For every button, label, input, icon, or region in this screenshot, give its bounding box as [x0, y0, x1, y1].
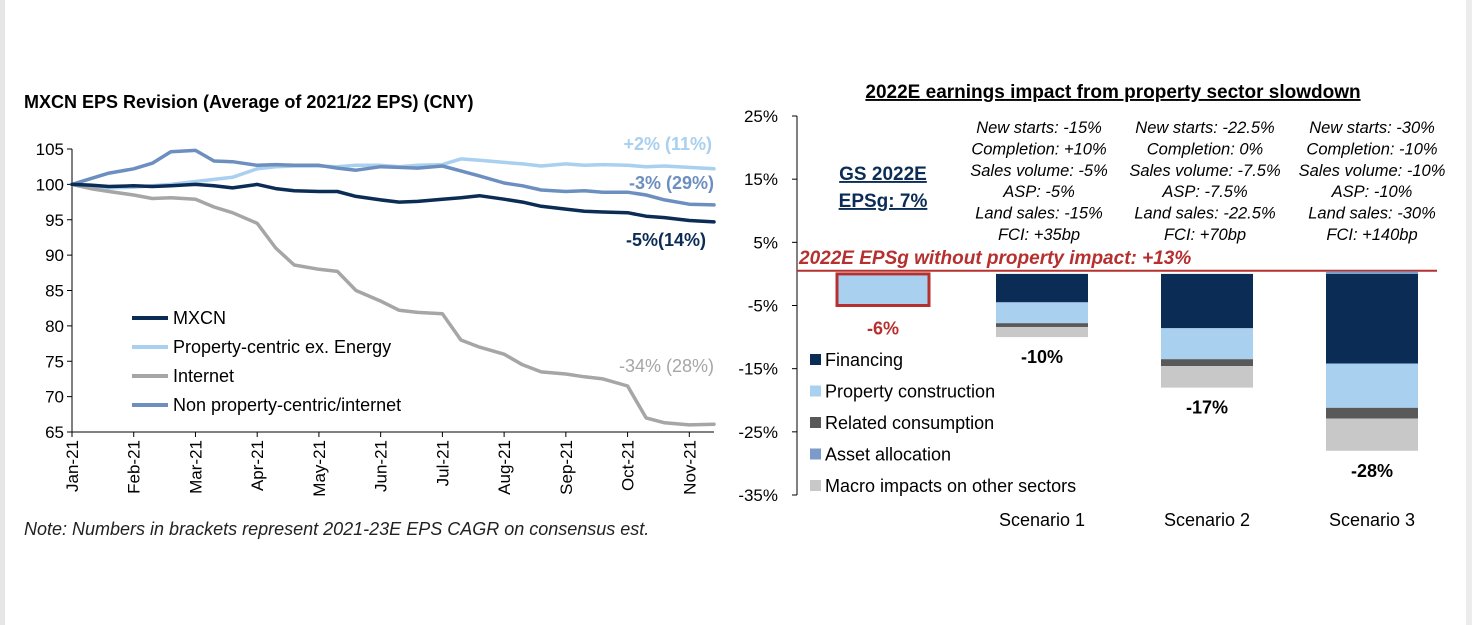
- line-series-property-centric-ex-energy: [70, 157, 716, 190]
- left-x-tick-label: May-21: [310, 440, 329, 497]
- bar-financing: [1161, 273, 1253, 329]
- right-edge-strip: [1466, 0, 1472, 625]
- eps-revision-chart: MXCN EPS Revision (Average of 2021/22 EP…: [24, 92, 716, 497]
- bar-macro-impacts-on-other-sectors: [1161, 366, 1253, 388]
- scenario-assumption-text: Sales volume: -5%: [970, 162, 1108, 180]
- left-annotation: -3% (29%): [629, 173, 714, 193]
- right-legend-swatch: [810, 480, 821, 491]
- left-x-tick-label: Jun-21: [372, 440, 391, 492]
- left-y-tick-label: 65: [45, 423, 64, 442]
- scenario-category-label: Scenario 2: [1164, 510, 1250, 530]
- gs-eps-label: EPSg: 7%: [839, 191, 928, 212]
- bar-related-consumption: [996, 323, 1088, 327]
- left-edge-strip: [0, 0, 5, 625]
- reference-line-label: 2022E EPSg without property impact: +13%: [798, 248, 1191, 269]
- left-annotation: -5%(14%): [626, 230, 706, 250]
- scenario-assumption-text: Sales volume: -10%: [1299, 162, 1446, 180]
- right-legend-swatch: [810, 417, 821, 428]
- left-x-tick-label: Oct-21: [619, 440, 638, 491]
- bar-property-construction: [1326, 363, 1418, 408]
- bar-related-consumption: [1326, 407, 1418, 419]
- scenario-assumption-text: FCI: +70bp: [1164, 226, 1246, 244]
- earnings-impact-chart: 2022E earnings impact from property sect…: [738, 82, 1445, 530]
- scenario-assumption-text: FCI: +35bp: [998, 226, 1080, 244]
- bar-property-construction: [996, 302, 1088, 324]
- bar-asset-allocation: [1326, 271, 1418, 274]
- left-legend-label: Non property-centric/internet: [173, 395, 401, 415]
- scenario-assumption-text: New starts: -30%: [1309, 119, 1435, 137]
- right-y-tick-label: -25%: [738, 423, 778, 442]
- left-x-tick-label: Mar-21: [186, 440, 205, 494]
- scenario-total-label: -10%: [1021, 347, 1063, 367]
- right-y-tick-label: 25%: [744, 107, 778, 126]
- right-legend-label: Macro impacts on other sectors: [825, 476, 1076, 496]
- left-y-tick-label: 80: [45, 317, 64, 336]
- right-y-tick-label: -5%: [748, 297, 778, 316]
- left-y-tick-label: 105: [36, 140, 64, 159]
- left-annotation: -34% (28%): [619, 356, 714, 376]
- left-legend-label: Property-centric ex. Energy: [173, 337, 391, 357]
- gs-eps-label: GS 2022E: [839, 164, 927, 185]
- right-y-tick-label: -35%: [738, 486, 778, 505]
- scenario-assumption-text: Completion: +10%: [971, 140, 1106, 158]
- left-annotation: +2% (11%): [623, 134, 712, 154]
- right-y-tick-label: 15%: [744, 170, 778, 189]
- bar-financing: [1326, 273, 1418, 364]
- bar-macro-impacts-on-other-sectors: [1326, 418, 1418, 451]
- left-y-tick-label: 95: [45, 211, 64, 230]
- line-series-internet: [70, 182, 716, 427]
- base-bar: [835, 272, 931, 307]
- chart-note: Note: Numbers in brackets represent 2021…: [24, 519, 650, 539]
- scenario-assumption-text: Sales volume: -7.5%: [1129, 162, 1280, 180]
- scenario-assumption-text: FCI: +140bp: [1326, 226, 1417, 244]
- scenario-assumption-text: ASP: -7.5%: [1161, 183, 1247, 201]
- scenario-assumption-text: ASP: -10%: [1331, 183, 1413, 201]
- base-bar-label: -6%: [867, 319, 899, 339]
- scenario-assumption-text: Land sales: -15%: [975, 205, 1103, 223]
- right-legend-label: Financing: [825, 350, 903, 370]
- left-x-tick-label: Jan-21: [63, 440, 82, 492]
- left-y-tick-label: 85: [45, 282, 64, 301]
- scenario-assumption-text: Land sales: -30%: [1308, 205, 1436, 223]
- scenario-category-label: Scenario 1: [999, 510, 1085, 530]
- left-x-tick-label: Jul-21: [433, 440, 452, 486]
- scenario-assumption-text: Land sales: -22.5%: [1134, 205, 1275, 223]
- right-legend-label: Related consumption: [825, 413, 994, 433]
- scenario-category-label: Scenario 3: [1329, 510, 1415, 530]
- bar-macro-impacts-on-other-sectors: [996, 326, 1088, 338]
- scenario-assumption-text: Completion: 0%: [1147, 140, 1263, 158]
- left-x-tick-label: Feb-21: [125, 440, 144, 494]
- right-legend-swatch: [810, 385, 821, 397]
- bar-related-consumption: [1161, 359, 1253, 367]
- right-chart-title: 2022E earnings impact from property sect…: [865, 82, 1360, 103]
- left-x-tick-label: Aug-21: [495, 440, 514, 495]
- scenario-total-label: -17%: [1186, 398, 1228, 418]
- scenario-assumption-text: New starts: -15%: [976, 119, 1102, 137]
- scenario-assumption-text: New starts: -22.5%: [1135, 119, 1274, 137]
- right-legend-swatch: [810, 354, 821, 365]
- left-y-tick-label: 70: [45, 388, 64, 407]
- bar-property-construction: [1161, 328, 1253, 360]
- left-x-tick-label: Apr-21: [248, 440, 267, 491]
- left-y-tick-label: 100: [36, 175, 64, 194]
- right-legend-label: Property construction: [825, 382, 995, 402]
- right-legend-swatch: [810, 448, 821, 460]
- left-legend-label: Internet: [173, 366, 234, 386]
- scenario-total-label: -28%: [1351, 461, 1393, 481]
- left-chart-title: MXCN EPS Revision (Average of 2021/22 EP…: [24, 92, 473, 112]
- scenario-assumption-text: ASP: -5%: [1002, 183, 1075, 201]
- line-series-non-property-centric-internet: [70, 148, 716, 207]
- bar-financing: [996, 273, 1088, 303]
- left-y-tick-label: 90: [45, 246, 64, 265]
- right-y-tick-label: 5%: [753, 233, 778, 252]
- right-legend-label: Asset allocation: [825, 445, 951, 465]
- left-legend-label: MXCN: [173, 308, 226, 328]
- left-x-tick-label: Nov-21: [680, 440, 699, 495]
- right-y-tick-label: -15%: [738, 360, 778, 379]
- left-x-tick-label: Sep-21: [557, 440, 576, 495]
- scenario-assumption-text: Completion: -10%: [1306, 140, 1437, 158]
- line-series-mxcn: [70, 182, 716, 224]
- left-y-tick-label: 75: [45, 352, 64, 371]
